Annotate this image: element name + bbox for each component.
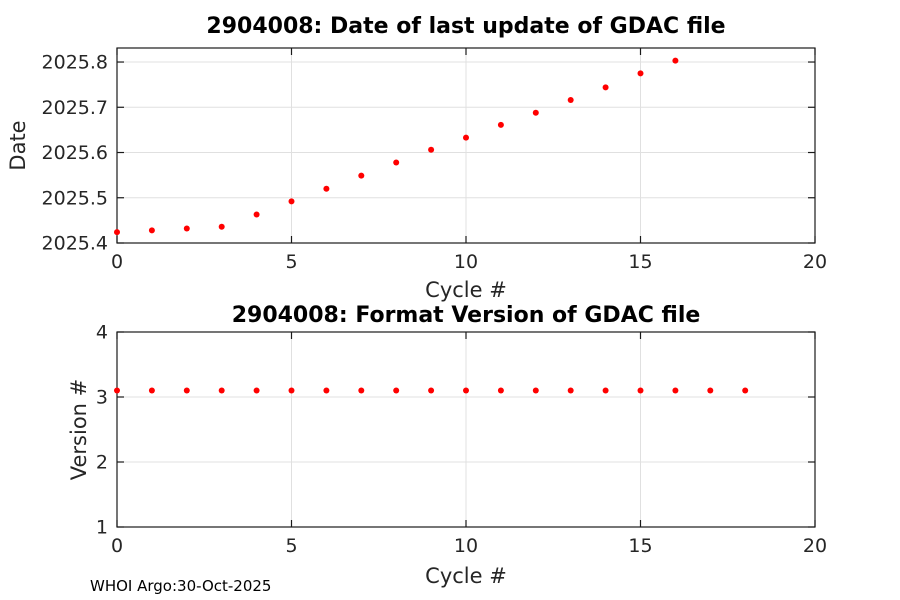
data-point	[323, 185, 330, 192]
data-point	[358, 172, 365, 179]
x-axis-label: Cycle #	[425, 564, 507, 588]
x-tick-label: 5	[285, 535, 297, 557]
data-point	[393, 159, 400, 166]
y-tick-label: 3	[96, 387, 108, 409]
y-tick-label: 2	[96, 452, 108, 474]
data-point	[288, 198, 295, 205]
data-point	[218, 223, 225, 230]
data-point	[532, 109, 539, 116]
x-tick-label: 10	[454, 535, 478, 557]
x-tick-label: 5	[285, 251, 297, 273]
chart-version: 0 5 10 15 20 1 2 3 4 2904008: Format Version of G…	[67, 303, 827, 588]
data-point	[358, 387, 365, 394]
chart-title: 2904008: Format Version of GDAC file	[232, 303, 701, 328]
data-point	[532, 387, 539, 394]
data-point	[497, 387, 504, 394]
y-axis-label: Version #	[67, 379, 91, 481]
y-tick-label: 2025.4	[42, 233, 108, 255]
data-point	[183, 387, 190, 394]
x-tick-label: 0	[111, 535, 123, 557]
y-axis-label: Date	[6, 120, 30, 170]
data-point	[672, 387, 679, 394]
data-point	[567, 97, 574, 104]
data-point	[463, 387, 469, 394]
y-tick-label: 4	[96, 322, 108, 344]
data-point	[393, 387, 400, 394]
x-axis-label: Cycle #	[425, 278, 507, 302]
data-point	[114, 229, 120, 236]
chart-date: 0 5 10 15 20 2025.4 2025.5 2025.6 2025.7 2025.8 29…	[6, 14, 827, 302]
data-point	[183, 225, 190, 232]
x-tick-label: 15	[628, 251, 652, 273]
data-point	[463, 134, 469, 141]
data-point	[428, 146, 435, 153]
data-point	[602, 387, 609, 394]
data-point	[637, 70, 644, 77]
data-point	[602, 84, 609, 91]
data-point	[672, 57, 679, 64]
data-point	[742, 387, 749, 394]
data-point	[114, 387, 120, 394]
x-tick-label: 15	[628, 535, 652, 557]
data-point	[253, 387, 260, 394]
y-tick-label: 2025.8	[42, 52, 108, 74]
data-point	[567, 387, 574, 394]
data-point	[148, 227, 155, 234]
data-point	[323, 387, 330, 394]
x-tick-label: 10	[454, 251, 478, 273]
x-tick-label: 20	[803, 535, 827, 557]
data-point	[497, 121, 504, 128]
data-point	[253, 211, 260, 218]
y-tick-label: 2025.5	[42, 187, 108, 209]
chart-title: 2904008: Date of last update of GDAC fil…	[206, 14, 725, 39]
data-point	[148, 387, 155, 394]
x-tick-label: 20	[803, 251, 827, 273]
data-point	[707, 387, 714, 394]
watermark-text: WHOI Argo:30-Oct-2025	[90, 577, 272, 595]
data-point	[428, 387, 435, 394]
x-tick-label: 0	[111, 251, 123, 273]
data-point	[288, 387, 295, 394]
y-tick-label: 2025.7	[42, 97, 108, 119]
data-point	[218, 387, 225, 394]
data-point	[637, 387, 644, 394]
y-tick-label: 1	[96, 517, 108, 539]
y-tick-label: 2025.6	[42, 142, 108, 164]
